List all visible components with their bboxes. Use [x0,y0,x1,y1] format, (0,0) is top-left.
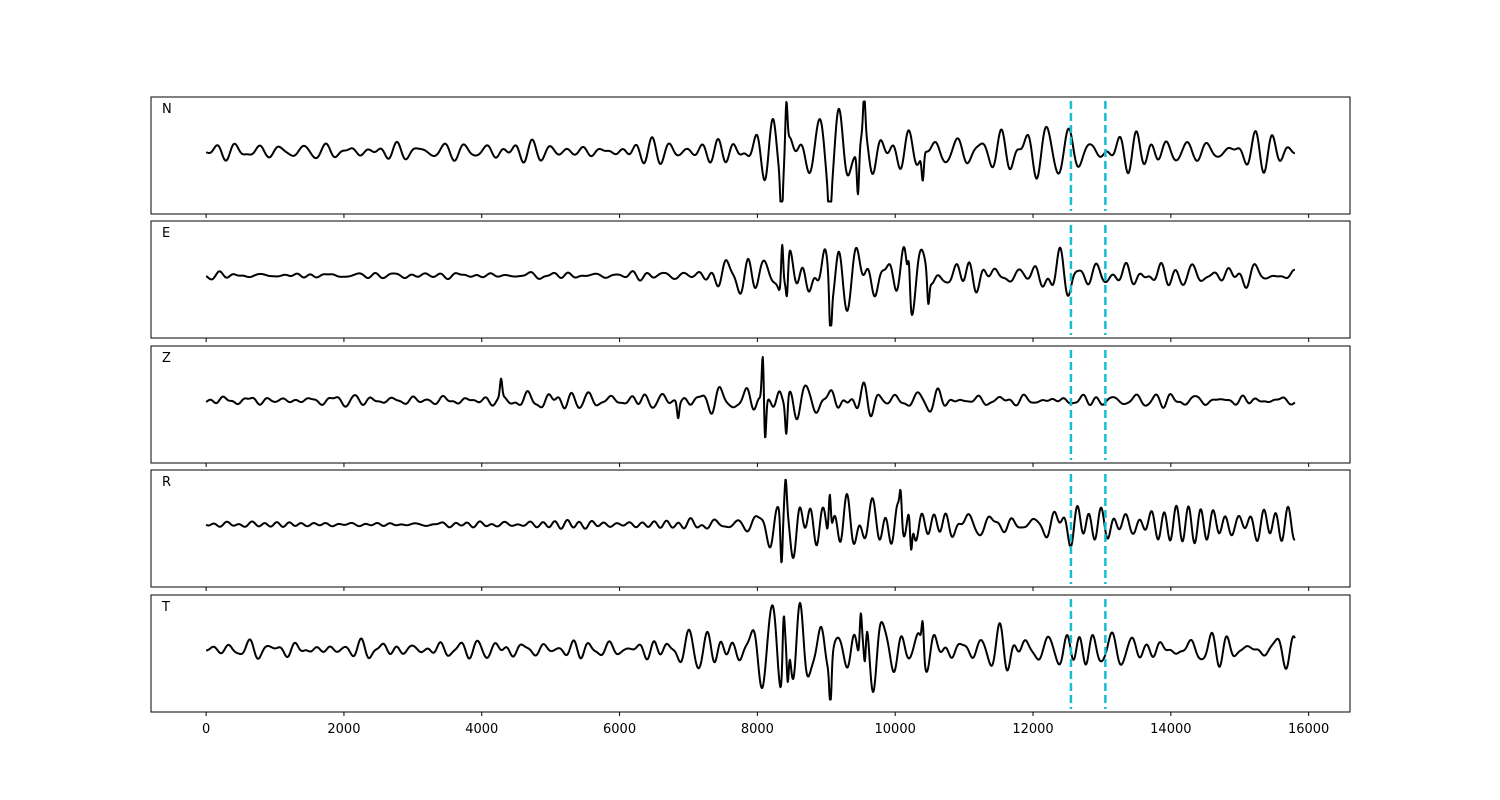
panel-e: E [150,220,1351,342]
trace-line-z [205,355,1296,439]
panel-label: T [161,600,170,615]
panel-z: Z [150,345,1351,467]
panel-label: N [162,102,172,117]
x-tick-label: 10000 [875,722,916,737]
trace-line-n [205,100,1296,203]
panel-n: N [150,96,1351,218]
panel-frame [150,594,1351,713]
x-tick-label: 4000 [465,722,498,737]
panel-label: Z [162,351,171,366]
trace-line-r [205,478,1296,564]
x-axis: 0 2000 4000 6000 8000 10000 12000 14000 16000 [202,722,1329,737]
x-tick-label: 2000 [327,722,360,737]
x-tick-label: 6000 [603,722,636,737]
panel-frame [150,220,1351,339]
panel-t: T [150,594,1351,716]
panel-r: R [150,469,1351,591]
panel-label: E [162,226,170,241]
x-tick-label: 14000 [1150,722,1191,737]
trace-line-t [205,601,1296,701]
trace-panels: N E Z R T [150,96,1351,716]
x-tick-label: 0 [202,722,210,737]
x-tick-label: 16000 [1288,722,1329,737]
x-tick-label: 12000 [1012,722,1053,737]
x-tick-label: 8000 [741,722,774,737]
panel-label: R [162,475,171,490]
trace-line-e [205,243,1296,327]
panel-frame [150,345,1351,464]
